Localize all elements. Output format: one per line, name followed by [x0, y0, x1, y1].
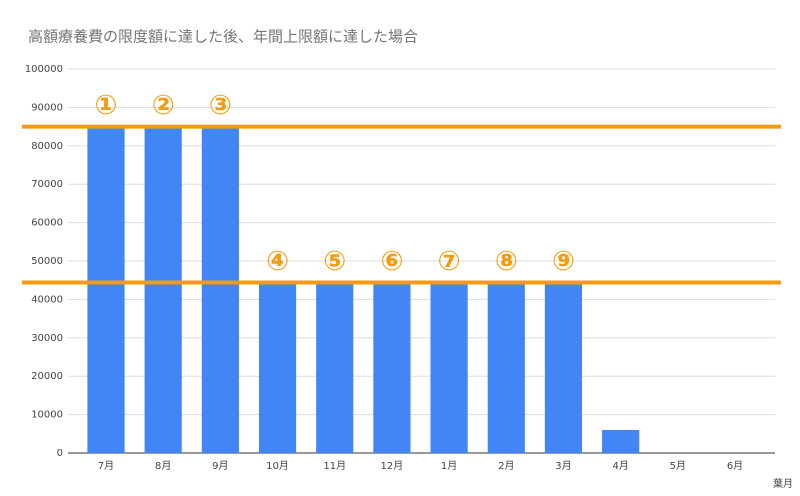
annotation: ⑦	[438, 246, 461, 277]
annotation: ④	[266, 246, 289, 277]
annotation: ③	[209, 90, 232, 121]
y-tick-label: 70000	[31, 179, 63, 190]
y-tick-label: 60000	[31, 218, 63, 229]
y-tick-label: 80000	[31, 141, 63, 152]
x-tick-label: 1月	[441, 460, 457, 472]
x-tick-label: 6月	[727, 460, 743, 472]
bar	[201, 126, 239, 453]
x-tick-label: 9月	[212, 460, 228, 472]
bar	[544, 282, 583, 453]
y-tick-label: 0	[57, 448, 63, 459]
annotation: ⑤	[323, 246, 346, 277]
x-tick-label: 7月	[98, 460, 114, 472]
x-axis-label: 葉月	[773, 477, 793, 490]
y-tick-label: 10000	[31, 410, 63, 421]
x-tick-label: 2月	[498, 460, 514, 472]
bar	[258, 282, 297, 453]
bar	[87, 126, 125, 453]
chart-title: 高額療養費の限度額に達した後、年間上限額に達した場合	[28, 28, 418, 46]
x-tick-label: 11月	[323, 460, 346, 472]
annotation: ⑥	[380, 246, 403, 277]
x-tick-label: 12月	[381, 460, 404, 472]
bar	[144, 126, 182, 453]
x-tick-label: 8月	[155, 460, 171, 472]
y-tick-label: 90000	[31, 102, 63, 113]
y-tick-label: 40000	[31, 294, 63, 305]
x-tick-label: 3月	[555, 460, 571, 472]
bar	[487, 282, 525, 453]
bar	[602, 429, 640, 453]
annotation: ⑧	[495, 246, 518, 277]
y-tick-label: 50000	[31, 256, 63, 267]
y-tick-label: 20000	[31, 371, 63, 382]
bar	[373, 282, 411, 453]
x-tick-label: 5月	[670, 460, 686, 472]
annotation: ⑨	[552, 246, 575, 277]
bar	[430, 282, 468, 453]
y-tick-label: 30000	[31, 333, 63, 344]
y-tick-label: 100000	[25, 64, 63, 75]
x-tick-label: 4月	[612, 460, 628, 472]
annotation: ①	[95, 90, 118, 121]
annotation: ②	[152, 90, 175, 121]
bar	[316, 282, 354, 453]
x-tick-label: 10月	[266, 460, 289, 472]
